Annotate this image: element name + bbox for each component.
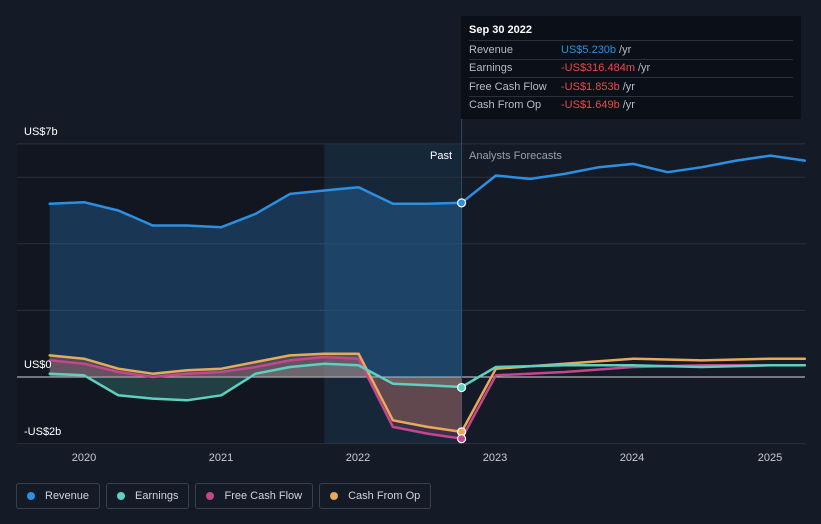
x-tick-label: 2025 — [757, 452, 783, 464]
data-tooltip: Sep 30 2022 Revenue US$5.230b /yr Earnin… — [461, 16, 801, 119]
tooltip-row-free-cash-flow: Free Cash Flow -US$1.853b /yr — [469, 77, 793, 96]
legend-dot-icon — [117, 492, 126, 500]
series-area-cash-from-op — [49, 353, 462, 432]
past-label: Past — [430, 150, 453, 162]
legend-item-cash-from-op[interactable]: Cash From Op — [319, 483, 432, 509]
highlight-point-revenue — [456, 198, 467, 208]
series-line-free-cash-flow — [48, 355, 807, 440]
tooltip-value: US$5.230b — [561, 43, 617, 56]
legend-item-revenue[interactable]: Revenue — [16, 483, 101, 509]
x-tick-label: 2024 — [619, 452, 645, 464]
y-tick-label-bottom: -US$2b — [24, 426, 62, 438]
y-tick-label-zero: US$0 — [24, 359, 52, 371]
legend-dot-icon — [330, 492, 339, 500]
tooltip-label: Cash From Op — [469, 99, 542, 112]
tooltip-unit: /yr — [638, 62, 651, 75]
legend-dot-icon — [206, 492, 215, 500]
x-tick-label: 2020 — [71, 452, 97, 464]
legend-label: Earnings — [135, 490, 179, 502]
tooltip-value: -US$316.484m — [561, 62, 635, 75]
legend-label: Free Cash Flow — [224, 490, 303, 502]
tooltip-label: Revenue — [469, 43, 514, 56]
tooltip-unit: /yr — [622, 80, 635, 93]
tooltip-value: -US$1.853b — [561, 80, 620, 93]
tooltip-value: -US$1.649b — [561, 99, 620, 112]
tooltip-label: Earnings — [469, 62, 513, 75]
legend-item-earnings[interactable]: Earnings — [106, 483, 190, 509]
tooltip-date: Sep 30 2022 — [469, 24, 532, 36]
tooltip-row-cash-from-op: Cash From Op -US$1.649b /yr — [469, 95, 793, 115]
x-tick-label: 2023 — [482, 452, 508, 464]
series-area-revenue — [49, 187, 462, 377]
series-lines — [48, 154, 807, 440]
x-tick-label: 2021 — [208, 452, 234, 464]
highlight-point-free-cash-flow — [456, 434, 467, 444]
series-area-earnings — [49, 363, 462, 401]
past-year-band — [324, 144, 462, 444]
tooltip-row-revenue: Revenue US$5.230b /yr — [469, 40, 793, 59]
legend-dot-icon — [27, 492, 35, 500]
chart-background — [17, 144, 462, 444]
legend-item-free-cash-flow[interactable]: Free Cash Flow — [195, 483, 314, 509]
highlight-markers — [456, 198, 467, 444]
tooltip-unit: /yr — [619, 43, 632, 56]
x-tick-label: 2022 — [345, 452, 371, 464]
legend-label: Revenue — [45, 490, 90, 502]
tooltip-label: Free Cash Flow — [469, 80, 547, 93]
legend-label: Cash From Op — [348, 490, 421, 502]
forecast-label: Analysts Forecasts — [469, 150, 562, 162]
tooltip-row-earnings: Earnings -US$316.484m /yr — [469, 58, 793, 78]
y-tick-label-top: US$7b — [24, 126, 58, 138]
chart-legend: Revenue Earnings Free Cash Flow Cash Fro… — [16, 483, 432, 509]
highlight-point-earnings — [456, 382, 467, 393]
series-line-cash-from-op — [48, 352, 807, 434]
tooltip-unit: /yr — [622, 99, 635, 112]
past-shade — [17, 144, 325, 444]
series-line-earnings — [48, 362, 807, 402]
series-line-revenue — [48, 154, 807, 229]
